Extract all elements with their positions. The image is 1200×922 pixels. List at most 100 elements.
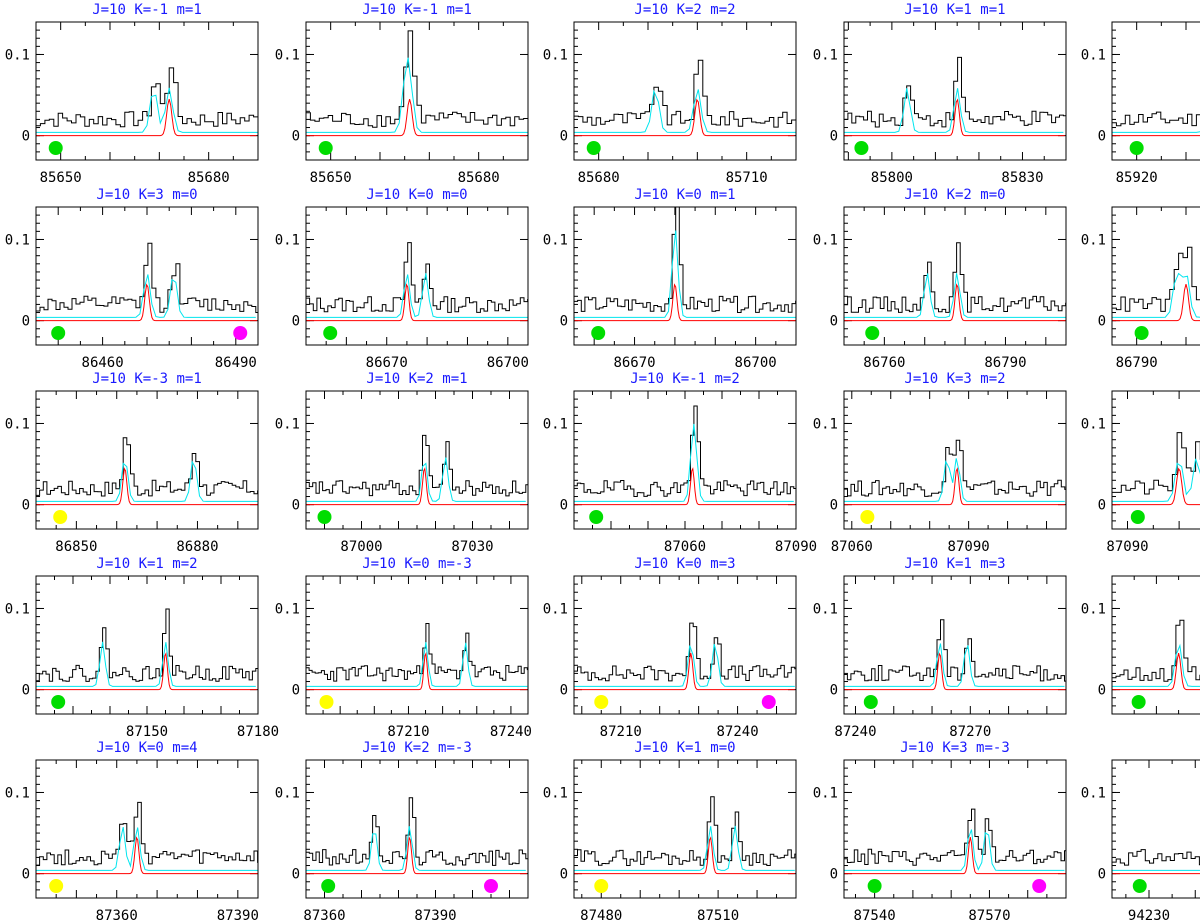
y-tick-label: 0.1 (5, 416, 30, 432)
panel-frame (35, 390, 259, 530)
observed-spectrum (574, 405, 796, 497)
model-total-spectrum (306, 57, 528, 133)
x-tick-label: 87540 (854, 908, 896, 922)
model-species-spectrum (574, 653, 795, 691)
model-total-spectrum (36, 87, 258, 133)
y-tick-label: 0 (1098, 683, 1106, 699)
model-total-spectrum (1112, 869, 1200, 871)
y-tick-label: 0.1 (813, 47, 838, 63)
x-tick-label: 85680 (578, 170, 620, 186)
model-total-spectrum (306, 642, 528, 687)
observed-spectrum (1112, 246, 1200, 312)
panel-frame (1111, 206, 1200, 346)
marker-dot-magenta (761, 695, 776, 709)
x-tick-label: 85650 (40, 170, 82, 186)
y-tick-label: 0.1 (813, 785, 838, 801)
y-tick-label: 0 (292, 683, 300, 699)
spectrum-panel: J=10 K=1 m=2 0 0.1 87150 87180 (5, 556, 279, 740)
marker-dot-magenta (233, 326, 248, 340)
marker-dot-yellow (594, 879, 609, 893)
y-tick-label: 0 (22, 314, 30, 330)
observed-spectrum (306, 797, 528, 866)
model-total-spectrum (36, 460, 258, 502)
y-tick-label: 0.1 (1081, 232, 1106, 248)
spectrum-panel: J=10 K=3 m=2 0 0.1 87060 87090 (813, 371, 1067, 555)
model-species-spectrum (844, 98, 1065, 137)
observed-spectrum (1112, 619, 1200, 682)
model-total-spectrum (844, 458, 1065, 502)
x-tick-label: 86460 (82, 355, 124, 371)
panel-title: J=10 K=3 m=2 (904, 371, 1005, 387)
spectrum-panel: J=10 K=2 m=2 0 0.1 85680 85710 (543, 2, 797, 186)
marker-dot-yellow (53, 510, 68, 524)
x-tick-label: 87510 (697, 908, 739, 922)
y-tick-label: 0.1 (275, 785, 300, 801)
x-tick-label: 85710 (726, 170, 768, 186)
observed-spectrum (36, 242, 258, 313)
model-total-spectrum (36, 274, 256, 318)
observed-spectrum (844, 619, 1066, 682)
panel-title: J=10 K=0 m=3 (634, 556, 735, 572)
spectrum-panel: J=10 K=0 m=1 0 0.1 86670 86700 (543, 187, 797, 371)
x-tick-label: 86670 (366, 355, 408, 371)
y-tick-label: 0 (830, 314, 838, 330)
y-tick-label: 0 (560, 498, 568, 514)
x-tick-label: 87090 (948, 539, 990, 555)
y-tick-label: 0 (560, 683, 568, 699)
observed-spectrum (36, 67, 258, 128)
panel-frame (35, 206, 259, 346)
x-tick-label: 86670 (613, 355, 655, 371)
x-tick-label: 85920 (1116, 170, 1158, 186)
y-tick-label: 0 (830, 683, 838, 699)
marker-dot-green (1130, 510, 1145, 524)
x-tick-label: 85680 (188, 170, 230, 186)
panel-title: J=10 K=2 m=1 (366, 371, 467, 387)
observed-spectrum (574, 207, 796, 313)
marker-dot-green (323, 326, 338, 340)
x-tick-label: 86790 (984, 355, 1026, 371)
panel-frame (35, 21, 259, 161)
model-total-spectrum (844, 643, 1065, 687)
marker-dot-magenta (484, 879, 498, 893)
spectrum-panel: J=10 K=0 m=3 0 0.1 87210 87240 (543, 556, 797, 740)
panel-frame (1111, 390, 1200, 530)
model-species-spectrum (1112, 652, 1200, 691)
model-total-spectrum (574, 423, 794, 502)
y-tick-label: 0.1 (5, 232, 30, 248)
observed-spectrum (306, 242, 528, 313)
observed-spectrum (574, 59, 796, 128)
panel-title: J=10 K=2 m=-3 (362, 740, 472, 756)
x-tick-label: 87360 (96, 908, 138, 922)
y-tick-label: 0.1 (543, 47, 568, 63)
x-tick-label: 87090 (1106, 539, 1148, 555)
marker-dot-green (1129, 141, 1144, 155)
y-tick-label: 0 (1098, 314, 1106, 330)
panel-title: J=10 K=3 m=-3 (900, 740, 1010, 756)
x-tick-label: 86790 (1116, 355, 1158, 371)
panel-title: J=10 K=0 m=0 (366, 187, 467, 203)
panel-title: J=10 K=-1 m=2 (630, 371, 740, 387)
y-tick-label: 0.1 (5, 47, 30, 63)
model-species-spectrum (574, 98, 795, 137)
x-tick-label: 86850 (55, 539, 97, 555)
model-species-spectrum (306, 467, 527, 506)
observed-spectrum (574, 796, 796, 866)
marker-dot-green (589, 510, 604, 524)
panel-title: J=10 K=0 m=1 (634, 187, 735, 203)
model-species-spectrum (574, 467, 795, 506)
x-tick-label: 86760 (863, 355, 905, 371)
panel-frame (573, 390, 797, 530)
observed-spectrum (36, 801, 258, 866)
observed-spectrum (844, 242, 1066, 313)
panel-title: J=10 K=1 m=3 (904, 556, 1005, 572)
x-tick-label: 87030 (451, 539, 493, 555)
panel-frame (573, 206, 797, 346)
x-tick-label: 86880 (176, 539, 218, 555)
model-species-spectrum (306, 283, 528, 322)
marker-dot-green (591, 326, 606, 340)
model-total-spectrum (306, 457, 526, 502)
